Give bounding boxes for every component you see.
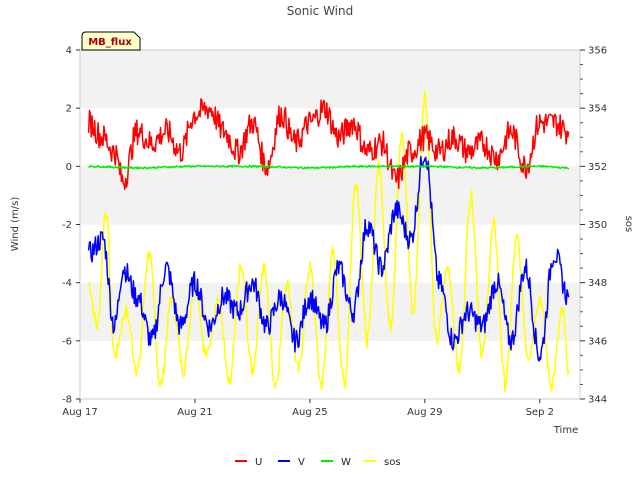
background-bands	[80, 50, 580, 399]
right-tick-label: 346	[588, 336, 607, 347]
band	[80, 166, 580, 225]
series-line-w	[88, 164, 570, 170]
legend-label-v: V	[298, 457, 305, 468]
chart-title: Sonic Wind	[287, 4, 353, 18]
x-tick-label: Aug 25	[292, 407, 327, 418]
legend-label-sos: sos	[384, 457, 401, 468]
left-tick-label: -6	[62, 336, 72, 347]
right-y-axis: 344 346 348 350 352 354 356	[580, 46, 607, 406]
left-y-axis-label: Wind (m/s)	[10, 197, 21, 252]
mb-flux-badge: MB_flux	[81, 31, 141, 51]
left-tick-label: 2	[66, 104, 72, 115]
x-axis-label: Time	[553, 425, 578, 436]
right-tick-label: 344	[588, 395, 607, 406]
x-tick-label: Aug 17	[62, 407, 97, 418]
right-tick-label: 348	[588, 278, 607, 289]
left-tick-label: -2	[62, 220, 72, 231]
x-tick-label: Aug 29	[407, 407, 442, 418]
left-tick-label: 0	[66, 162, 72, 173]
legend-label-w: W	[341, 457, 351, 468]
x-tick-label: Sep 2	[526, 407, 554, 418]
right-tick-label: 354	[588, 104, 607, 115]
left-y-axis: -8 -6 -4 -2 0 2 4	[62, 46, 80, 406]
series-line-u	[87, 98, 570, 190]
series-line-v	[87, 155, 570, 362]
left-tick-label: -8	[62, 395, 72, 406]
right-tick-label: 356	[588, 46, 607, 57]
right-y-axis-label: sos	[623, 216, 634, 233]
right-tick-label: 350	[588, 220, 607, 231]
badge-shape	[81, 31, 141, 51]
band	[80, 50, 580, 109]
legend-label-u: U	[255, 457, 262, 468]
x-axis: Aug 17 Aug 21 Aug 25 Aug 29 Sep 2	[62, 399, 554, 418]
series-lines	[87, 89, 570, 393]
series-line-sos	[88, 89, 570, 393]
right-tick-label: 352	[588, 162, 607, 173]
left-tick-label: 4	[66, 46, 72, 57]
badge-label: MB_flux	[88, 37, 132, 48]
x-tick-label: Aug 21	[177, 407, 212, 418]
left-tick-label: -4	[62, 278, 72, 289]
